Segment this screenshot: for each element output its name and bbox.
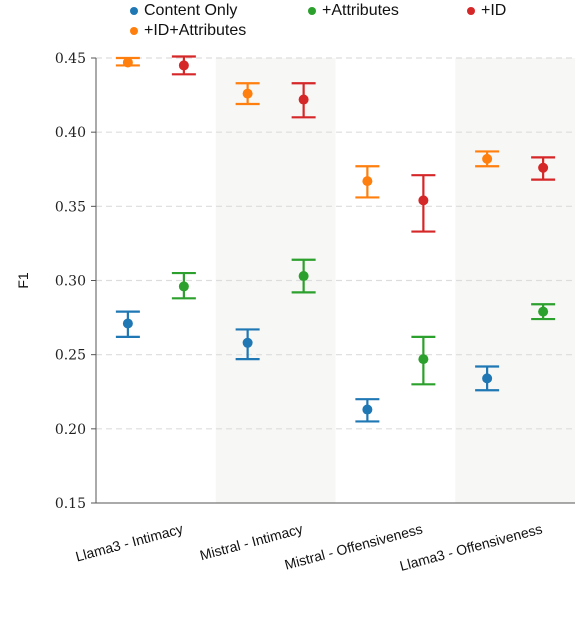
legend-item-id-attributes: +ID+Attributes [130,22,246,40]
legend-marker [130,7,138,15]
y-axis-label: F1 [15,272,31,289]
legend-label: Content Only [144,2,238,19]
data-point [178,281,189,292]
x-tick-label: Llama3 - Intimacy [74,520,185,564]
legend-label: +ID [481,2,507,19]
data-point [122,57,133,68]
y-tick-label: 0.25 [55,348,86,364]
data-point [298,271,309,282]
legend-label: +Attributes [322,2,399,19]
legend-item-id: +ID [467,2,506,20]
data-point [362,176,373,187]
y-tick-label: 0.20 [55,422,86,438]
data-point [242,337,253,348]
legend-marker [308,7,316,15]
category-band [215,58,336,503]
data-point [482,373,493,384]
data-point [482,153,493,164]
data-point [122,318,133,329]
y-tick-label: 0.15 [55,496,86,512]
data-point [242,88,253,99]
data-point [178,60,189,71]
y-tick-label: 0.40 [55,125,86,141]
data-point [538,306,549,317]
legend-marker [130,27,138,35]
y-tick-label: 0.35 [55,199,86,215]
legend-item-content-only: Content Only [130,2,237,20]
data-point [418,354,429,365]
y-tick-label: 0.30 [55,274,86,290]
data-point [538,162,549,173]
category-band [455,58,575,503]
legend-item-attributes: +Attributes [308,2,399,20]
data-point [418,195,429,206]
legend-label: +ID+Attributes [144,22,247,39]
data-point [298,94,309,105]
data-point [362,404,373,415]
legend-marker [467,7,475,15]
y-tick-label: 0.45 [55,51,86,67]
